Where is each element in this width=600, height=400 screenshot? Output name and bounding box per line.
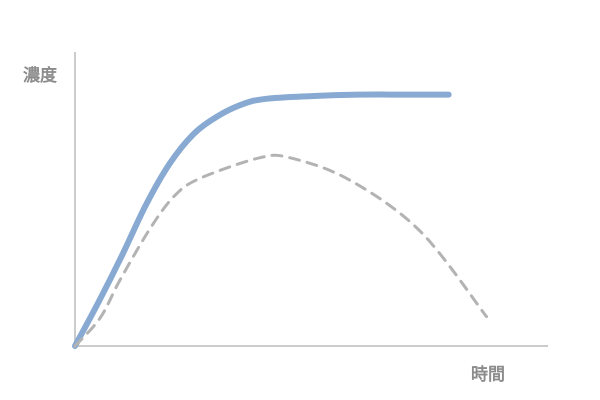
line-series — [73, 153, 489, 348]
x-axis-label: 時間 — [471, 364, 505, 385]
y-axis-label: 濃度 — [23, 65, 58, 86]
line-series — [72, 91, 452, 349]
